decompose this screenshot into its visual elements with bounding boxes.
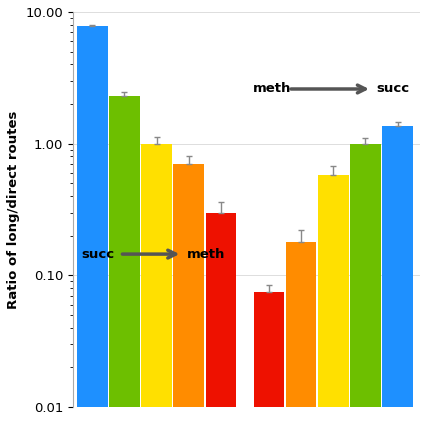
Bar — [285, 242, 316, 422]
Bar — [205, 213, 236, 422]
Y-axis label: Ratio of long/direct routes: Ratio of long/direct routes — [7, 110, 20, 308]
Bar — [109, 96, 139, 422]
Bar — [253, 292, 284, 422]
Text: meth: meth — [187, 248, 225, 261]
Bar — [141, 143, 171, 422]
Bar — [381, 127, 412, 422]
Bar — [173, 164, 204, 422]
Text: succ: succ — [81, 248, 114, 261]
Text: succ: succ — [376, 82, 409, 95]
Bar — [317, 175, 348, 422]
Text: meth: meth — [252, 82, 291, 95]
Bar — [77, 26, 107, 422]
Bar — [349, 143, 380, 422]
